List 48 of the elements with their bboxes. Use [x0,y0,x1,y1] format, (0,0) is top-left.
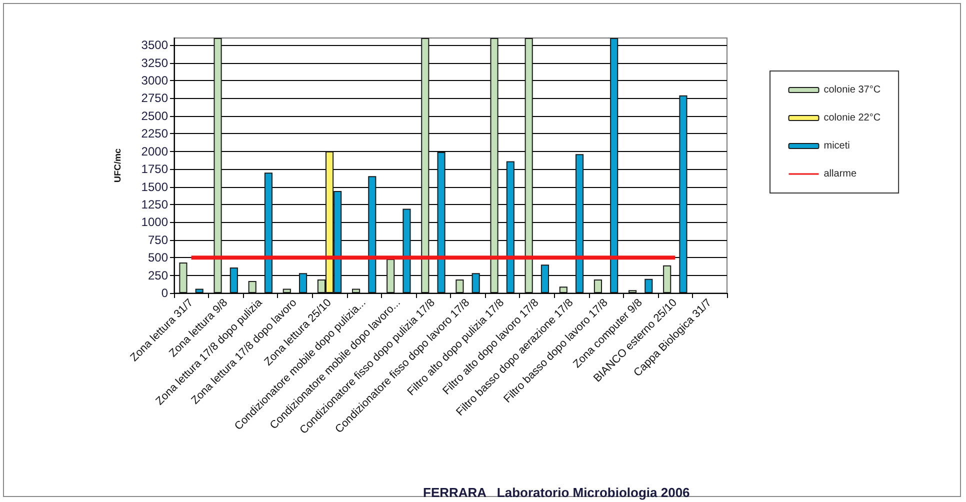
y-tick-label: 1500 [141,180,168,194]
bar [663,265,672,293]
bar [402,208,411,293]
y-tick-label: 250 [148,268,168,282]
bar [540,264,550,293]
y-tick-label: 1250 [141,197,168,212]
bar [264,172,273,293]
bar [472,273,480,293]
y-tick-label: 3500 [141,38,168,52]
bar [248,280,256,293]
y-tick-label: 3000 [141,74,168,88]
bar [610,38,618,293]
y-tick-label: 2250 [141,126,168,141]
y-axis-title: UFC/mc [112,148,122,183]
y-tick-label: 500 [148,250,168,265]
bar [644,278,653,293]
y-tick-label: 2000 [141,144,168,158]
bar [524,38,533,293]
y-tick-label: 750 [148,232,168,247]
y-tick-label: 1750 [141,162,168,176]
y-tick-label: 1000 [141,215,168,230]
bar [214,38,222,293]
bar [506,161,514,293]
bar [368,176,376,293]
bar [594,280,602,293]
bar [679,95,688,293]
legend-label: miceti [824,140,850,152]
y-tick-label: 2500 [141,108,168,123]
bar [299,273,308,293]
bar [490,38,498,293]
bar [195,288,204,293]
bar [179,262,188,293]
bar [230,268,238,293]
bar [352,288,360,293]
bar [386,259,395,293]
legend-label: allarme [824,168,857,180]
bar [576,154,584,293]
legend-label: colonie 37°C [824,84,881,96]
y-tick-label: 3250 [141,56,168,70]
bar [282,288,291,293]
bar [559,286,568,293]
text: FERRARA Laboratorio Microbiologia 2006 [423,485,690,500]
bar [437,152,446,293]
bar [456,280,464,293]
y-tick-label: 0 [161,286,168,300]
bar [421,38,430,293]
y-tick-label: 2750 [141,91,168,106]
legend-label: colonie 22°C [824,112,881,124]
